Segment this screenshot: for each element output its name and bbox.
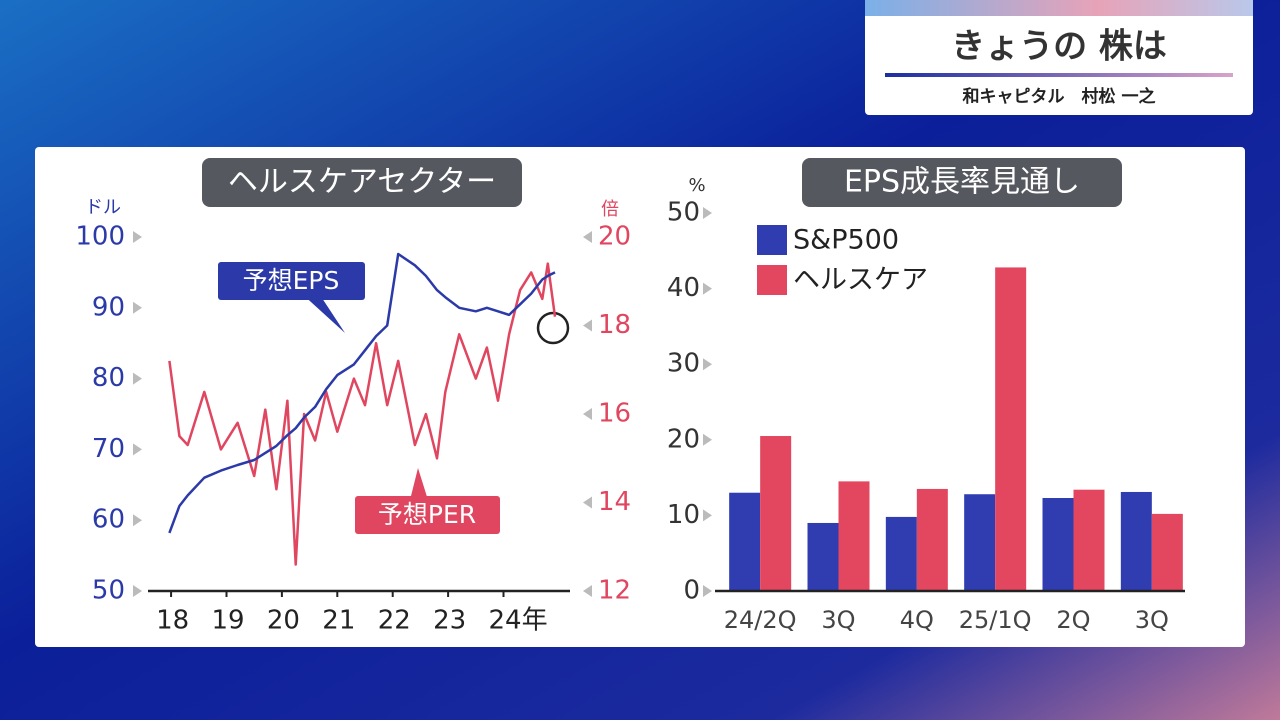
tick-arrow bbox=[133, 514, 142, 527]
x-tick-label: 20 bbox=[267, 606, 300, 636]
y-tick-label: 50 bbox=[667, 198, 700, 228]
x-tick-label: 24/2Q bbox=[724, 606, 797, 634]
y-tick-label: 10 bbox=[667, 500, 700, 530]
legend-swatch bbox=[757, 265, 787, 295]
y-tick-label: 0 bbox=[683, 576, 700, 606]
y2-tick-label: 20 bbox=[598, 222, 631, 252]
x-tick-label: 21 bbox=[322, 606, 355, 636]
tick-arrow bbox=[583, 408, 592, 420]
bar bbox=[1151, 513, 1183, 591]
tick-arrow bbox=[703, 509, 712, 522]
chart-title: EPS成長率見通し bbox=[844, 165, 1080, 200]
tick-arrow bbox=[133, 372, 142, 385]
x-tick-label: 19 bbox=[211, 606, 244, 636]
header-subtitle: 和キャピタル 村松 一之 bbox=[963, 86, 1156, 107]
legend-swatch bbox=[757, 225, 787, 255]
y-tick-label: 50 bbox=[92, 576, 125, 606]
tick-arrow bbox=[703, 433, 712, 446]
series-line bbox=[168, 252, 556, 534]
y2-axis-unit: 倍 bbox=[601, 199, 619, 220]
x-tick-label: 3Q bbox=[1135, 606, 1169, 634]
header-strip bbox=[865, 0, 1253, 16]
tick-arrow bbox=[133, 443, 142, 456]
title-box bbox=[802, 158, 1122, 207]
bar bbox=[916, 488, 948, 591]
y2-tick-label: 14 bbox=[598, 487, 631, 517]
y-tick-label: 60 bbox=[92, 505, 125, 535]
y2-tick-label: 18 bbox=[598, 310, 631, 340]
tick-arrow bbox=[703, 585, 712, 597]
chart-title: ヘルスケアセクター bbox=[228, 165, 496, 200]
legend-label: 予想EPS bbox=[243, 266, 340, 295]
legend-label: ヘルスケア bbox=[793, 265, 928, 296]
x-tick-label: 4Q bbox=[900, 606, 934, 634]
y-tick-label: 100 bbox=[75, 222, 125, 252]
legend-label: S&P500 bbox=[793, 225, 899, 256]
callout-box bbox=[218, 262, 365, 300]
x-tick-label: 2Q bbox=[1056, 606, 1090, 634]
bar bbox=[995, 267, 1027, 591]
bar bbox=[729, 492, 761, 591]
x-tick-label: 22 bbox=[378, 606, 411, 636]
header-box bbox=[865, 0, 1253, 115]
x-tick-label: 18 bbox=[156, 606, 189, 636]
y-tick-label: 30 bbox=[667, 349, 700, 379]
header-rule bbox=[885, 73, 1233, 77]
tick-arrow bbox=[583, 496, 592, 509]
bar bbox=[1073, 489, 1105, 591]
tick-arrow bbox=[133, 301, 142, 314]
series-line bbox=[168, 262, 557, 566]
bar bbox=[1042, 498, 1074, 591]
header-title: きょうの 株は bbox=[951, 27, 1167, 67]
callout-pointer bbox=[300, 292, 345, 333]
tick-arrow bbox=[133, 585, 142, 597]
tick-arrow bbox=[703, 358, 712, 371]
y-tick-label: 90 bbox=[92, 292, 125, 322]
tick-arrow bbox=[583, 231, 592, 243]
bar bbox=[760, 436, 792, 591]
bar bbox=[885, 516, 917, 591]
tick-arrow bbox=[703, 207, 712, 219]
x-tick-label: 24年 bbox=[489, 606, 548, 636]
y-tick-label: 20 bbox=[667, 424, 700, 454]
bar bbox=[964, 494, 996, 591]
callout-box bbox=[355, 496, 500, 534]
tick-arrow bbox=[703, 282, 712, 295]
tick-arrow bbox=[583, 319, 592, 332]
callout-pointer bbox=[410, 468, 428, 500]
bar bbox=[1120, 491, 1152, 591]
bar bbox=[807, 522, 839, 591]
y-tick-label: 80 bbox=[92, 363, 125, 393]
y-tick-label: 40 bbox=[667, 273, 700, 303]
legend-label: 予想PER bbox=[378, 500, 476, 529]
tick-arrow bbox=[583, 585, 592, 597]
y2-tick-label: 12 bbox=[598, 576, 631, 606]
highlight-circle bbox=[536, 311, 570, 345]
title-box bbox=[202, 158, 522, 207]
y-axis-unit: ドル bbox=[85, 197, 121, 218]
x-tick-label: 25/1Q bbox=[959, 606, 1032, 634]
y-axis-unit: % bbox=[688, 175, 705, 196]
y-tick-label: 70 bbox=[92, 434, 125, 464]
y2-tick-label: 16 bbox=[598, 399, 631, 429]
x-tick-label: 23 bbox=[433, 606, 466, 636]
x-tick-label: 3Q bbox=[821, 606, 855, 634]
tick-arrow bbox=[133, 231, 142, 243]
bar bbox=[838, 481, 870, 591]
